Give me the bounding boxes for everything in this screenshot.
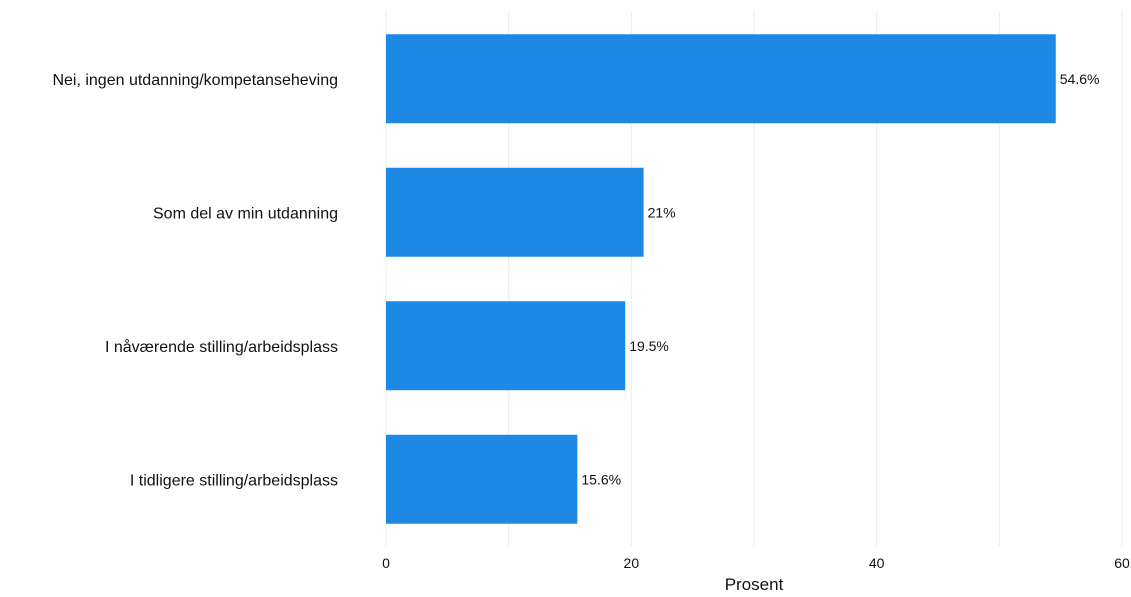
data-label: 54.6% [1060,71,1100,87]
data-label: 19.5% [629,338,669,354]
x-axis-title: Prosent [725,575,784,592]
label-layer: 0 20 40 60 Nei, ingen utdanning/kompetansehe… [52,71,1130,571]
x-tick-label: 60 [1114,555,1130,571]
category-label: Som del av min utdanning [153,205,338,222]
category-label: I nåværende stilling/arbeidsplass [105,338,338,356]
x-tick-label: 20 [624,555,640,571]
x-tick-label: 40 [869,555,885,571]
bar [386,434,578,524]
bar [386,167,644,257]
bar [386,301,626,391]
category-label: I tidligere stilling/arbeidsplass [130,472,338,489]
data-label: 15.6% [581,471,621,487]
bar-layer [386,34,1056,524]
x-tick-label: 0 [382,555,390,571]
category-label: Nei, ingen utdanning/kompetanseheving [52,72,338,89]
data-label: 21% [648,204,676,220]
bar [386,34,1056,124]
